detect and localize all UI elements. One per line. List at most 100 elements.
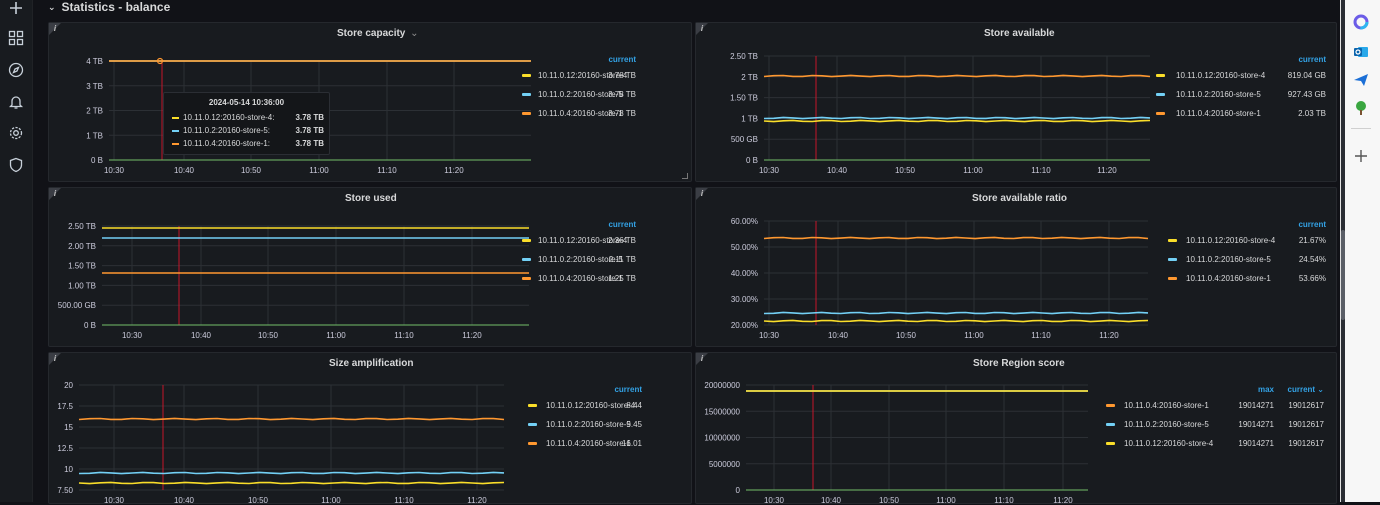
legend-column-header[interactable]: current ⌄ xyxy=(1287,385,1325,394)
y-tick-label: 20.00% xyxy=(731,321,758,330)
y-tick-label: 2 TB xyxy=(741,73,758,82)
panel-title[interactable]: Store available xyxy=(984,28,1055,39)
legend-value: 2.11 TB xyxy=(608,255,636,264)
legend-value: 819.04 GB xyxy=(1287,71,1326,80)
x-tick-label: 10:40 xyxy=(191,331,212,340)
legend-item[interactable]: 10.11.0.2:20160-store-5 3.78 TB xyxy=(522,90,636,102)
panel-store-used: i Store used 2.50 TB 2.00 TB 1.50 TB 1.00 T… xyxy=(48,187,692,347)
legend-series-name: 10.11.0.12:20160-store-4 xyxy=(1124,439,1214,448)
legend-item[interactable]: 10.11.0.4:20160-store-1 53.66% xyxy=(1168,274,1326,286)
legend-item[interactable]: 10.11.0.4:20160-store-1 1.25 TB xyxy=(522,274,636,286)
series-line xyxy=(78,417,505,421)
legend-series-name: 10.11.0.2:20160-store-5 xyxy=(1124,420,1209,429)
legend-value: 19012617 xyxy=(1288,401,1324,410)
x-tick-label: 11:00 xyxy=(321,496,341,505)
legend-item[interactable]: 10.11.0.2:20160-store-5 9.45 xyxy=(528,420,642,432)
add-icon[interactable] xyxy=(1351,146,1371,166)
y-tick-label: 1 TB xyxy=(741,114,758,123)
series-line xyxy=(78,471,505,475)
legend-column-header[interactable]: current xyxy=(1298,220,1326,229)
info-icon[interactable]: i xyxy=(696,353,708,365)
shield-icon[interactable] xyxy=(4,153,28,177)
y-tick-label: 500.00 GB xyxy=(58,301,96,310)
tooltip-row: 10.11.0.4:20160-store-1: 3.78 TB xyxy=(172,139,324,150)
legend-series-name: 10.11.0.2:20160-store-5 xyxy=(1186,255,1271,264)
y-tick-label: 1.50 TB xyxy=(730,94,758,103)
series-swatch xyxy=(172,130,179,132)
legend-item[interactable]: 10.11.0.12:20160-store-4 3.78 TB xyxy=(522,71,636,83)
series-swatch xyxy=(522,112,531,115)
legend-column-header[interactable]: current xyxy=(608,55,636,64)
legend-item[interactable]: 10.11.0.2:20160-store-5 19014271 19012617 xyxy=(1106,420,1324,432)
chart-size-amplification[interactable]: 20 17.5 15 12.5 10 7.50 10:30 10:40 10:50 11:00 11… xyxy=(49,353,693,505)
legend-item[interactable]: 10.11.0.4:20160-store-1 19014271 19012617 xyxy=(1106,401,1324,413)
info-icon[interactable]: i xyxy=(49,353,61,365)
series-swatch xyxy=(522,258,531,261)
legend-series-name: 10.11.0.12:20160-store-4 xyxy=(546,401,636,410)
resize-handle-icon[interactable] xyxy=(682,173,688,179)
y-tick-label: 2.50 TB xyxy=(68,222,96,231)
series-swatch xyxy=(522,93,531,96)
panel-title[interactable]: Store available ratio xyxy=(972,193,1068,204)
info-icon[interactable]: i xyxy=(696,23,708,35)
legend-item[interactable]: 10.11.0.4:20160-store-1 3.78 TB xyxy=(522,109,636,121)
chart-store-capacity[interactable]: 4 TB 3 TB 2 TB 1 TB 0 B10:30 10:40 10:50 11:00 1… xyxy=(49,23,693,183)
legend-item[interactable]: 10.11.0.12:20160-store-4 19014271 19012617 xyxy=(1106,439,1324,451)
chart-store-available[interactable]: 2.50 TB 2 TB 1.50 TB 1 TB 500 GB 0 B10:30 10:4… xyxy=(696,23,1338,183)
legend-item[interactable]: 10.11.0.12:20160-store-4 8.44 xyxy=(528,401,642,413)
alerting-icon[interactable] xyxy=(4,90,28,114)
legend-item[interactable]: 10.11.0.2:20160-store-5 927.43 GB xyxy=(1156,90,1326,102)
legend-value: 9.45 xyxy=(626,420,642,429)
legend-value: 19014271 xyxy=(1238,401,1274,410)
legend-item[interactable]: 10.11.0.4:20160-store-1 16.01 xyxy=(528,439,642,451)
x-tick-label: 10:50 xyxy=(258,331,279,340)
x-tick-label: 10:50 xyxy=(248,496,269,505)
legend-item[interactable]: 10.11.0.12:20160-store-4 2.36 TB xyxy=(522,236,636,248)
legend-item[interactable]: 10.11.0.4:20160-store-1 2.03 TB xyxy=(1156,109,1326,121)
legend-value: 8.44 xyxy=(626,401,642,410)
row-header[interactable]: ⌄ Statistics - balance xyxy=(48,0,170,14)
panel-title[interactable]: Store Region score xyxy=(973,358,1065,369)
x-tick-label: 11:10 xyxy=(1031,166,1051,175)
panel-title[interactable]: Size amplification xyxy=(329,358,414,369)
legend-column-header[interactable]: current xyxy=(1298,55,1326,64)
series-swatch xyxy=(172,117,179,119)
legend-column-header[interactable]: current xyxy=(608,220,636,229)
chart-store-region-score[interactable]: 20000000 15000000 10000000 5000000 0 10:30 10:… xyxy=(696,353,1338,505)
y-tick-label: 50.00% xyxy=(731,243,758,252)
explore-icon[interactable] xyxy=(4,58,28,82)
info-icon[interactable]: i xyxy=(696,188,708,200)
panel-title[interactable]: Store capacity ⌄ xyxy=(337,28,419,39)
legend-item[interactable]: 10.11.0.2:20160-store-5 2.11 TB xyxy=(522,255,636,267)
tree-icon[interactable] xyxy=(1351,98,1371,118)
legend-item[interactable]: 10.11.0.12:20160-store-4 819.04 GB xyxy=(1156,71,1326,83)
scrollbar-thumb[interactable] xyxy=(1341,230,1345,320)
legend-item[interactable]: 10.11.0.2:20160-store-5 24.54% xyxy=(1168,255,1326,267)
row-title: Statistics - balance xyxy=(61,0,171,14)
copilot-icon[interactable] xyxy=(1351,12,1371,32)
chart-store-used[interactable]: 2.50 TB 2.00 TB 1.50 TB 1.00 TB 500.00 GB 0 B… xyxy=(49,188,693,348)
panel-title[interactable]: Store used xyxy=(345,193,397,204)
y-tick-label: 30.00% xyxy=(731,295,758,304)
dashboards-icon[interactable] xyxy=(4,26,28,50)
send-icon[interactable] xyxy=(1351,70,1371,90)
series-swatch xyxy=(1168,277,1177,280)
outlook-icon[interactable] xyxy=(1351,42,1371,62)
chart-store-available-ratio[interactable]: 60.00% 50.00% 40.00% 30.00% 20.00%10:30 10:40… xyxy=(696,188,1338,348)
series-swatch xyxy=(1106,404,1115,407)
y-tick-label: 0 xyxy=(736,486,741,495)
legend-value: 19012617 xyxy=(1288,439,1324,448)
series-swatch xyxy=(522,277,531,280)
legend-column-header[interactable]: max xyxy=(1257,385,1274,394)
info-icon[interactable]: i xyxy=(49,23,61,35)
legend-item[interactable]: 10.11.0.12:20160-store-4 21.67% xyxy=(1168,236,1326,248)
plus-icon[interactable] xyxy=(4,0,28,20)
legend-column-header[interactable]: current xyxy=(614,385,642,394)
x-tick-label: 11:20 xyxy=(462,331,482,340)
info-icon[interactable]: i xyxy=(49,188,61,200)
configuration-icon[interactable] xyxy=(4,121,28,145)
legend-value: 2.36 TB xyxy=(608,236,636,245)
chevron-down-icon: ⌄ xyxy=(48,1,56,12)
series-swatch xyxy=(1106,442,1115,445)
y-tick-label: 0 B xyxy=(91,156,103,165)
